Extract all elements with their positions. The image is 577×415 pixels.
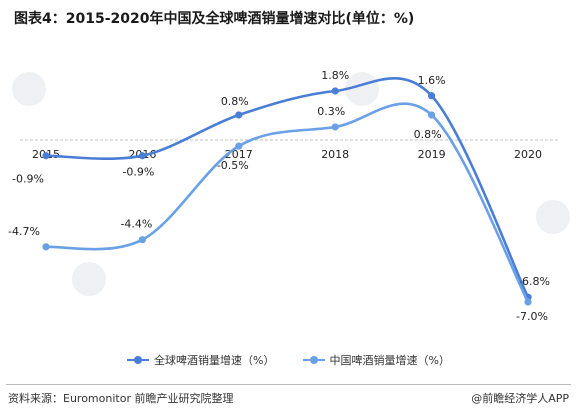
legend-swatch [127,354,150,366]
series-line-global [44,77,530,299]
data-point-china [138,236,146,244]
source-note: 资料来源：Euromonitor 前瞻产业研究院整理 [8,392,234,405]
data-label: -0.5% [217,159,249,172]
data-label: 1.8% [321,69,349,82]
data-label: 1.6% [418,74,446,87]
data-label: -4.7% [8,225,40,238]
credit-note: @前瞻经济学人APP [471,392,569,405]
data-point-global [235,111,243,119]
x-tick-label: 2020 [514,148,542,161]
data-label: -0.9% [122,166,154,179]
data-label: -7.0% [516,310,548,323]
data-label: 0.3% [317,105,345,118]
data-point-china [524,298,532,306]
watermark-logo [12,72,46,106]
data-point-china [331,123,339,131]
watermark-logo [536,200,570,234]
x-tick-label: 2019 [418,148,446,161]
chart-legend: 全球啤酒销量增速（%） 中国啤酒销量增速（%） [0,352,577,369]
legend-item-china: 中国啤酒销量增速（%） [302,352,450,368]
data-point-china [42,243,50,251]
data-point-china [428,111,436,119]
data-label: -4.4% [120,218,152,231]
data-label: -6.8% [518,275,550,288]
x-tick-label: 2018 [321,148,349,161]
chart-title: 图表4：2015-2020年中国及全球啤酒销量增速对比(单位：%) [14,11,415,27]
line-chart: 201520162017201820192020-0.9%-0.9%0.8%1.… [8,69,560,323]
data-point-global [428,92,436,100]
legend-item-global: 全球啤酒销量增速（%） [127,352,275,368]
data-point-china [235,142,243,150]
data-point-global [331,87,339,95]
watermark-logo [72,262,106,296]
data-label: 0.8% [221,95,249,108]
footer: 资料来源：Euromonitor 前瞻产业研究院整理 @前瞻经济学人APP [0,384,577,415]
legend-label: 中国啤酒销量增速（%） [329,354,450,367]
legend-swatch [302,354,325,366]
footer-divider [6,384,571,385]
legend-label: 全球啤酒销量增速（%） [154,354,275,367]
data-point-global [138,152,146,160]
data-label: -0.9% [12,173,44,186]
data-label: 0.8% [414,128,442,141]
data-point-global [42,152,50,160]
